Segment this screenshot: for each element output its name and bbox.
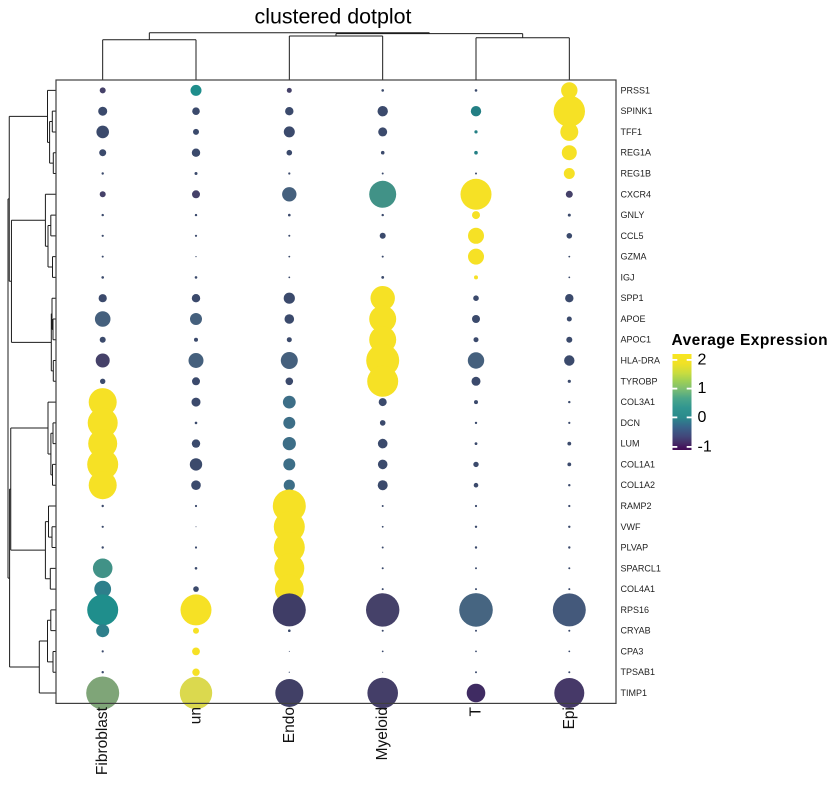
svg-text:CCL5: CCL5: [621, 231, 644, 241]
svg-text:0: 0: [698, 409, 707, 426]
svg-text:VWF: VWF: [621, 522, 641, 532]
svg-text:RAMP2: RAMP2: [621, 501, 652, 511]
svg-text:2: 2: [698, 351, 707, 368]
svg-text:CXCR4: CXCR4: [621, 189, 652, 199]
svg-text:TFF1: TFF1: [621, 127, 643, 137]
svg-text:Endo: Endo: [281, 707, 298, 743]
svg-text:SPINK1: SPINK1: [621, 106, 653, 116]
svg-text:Fibroblast: Fibroblast: [94, 706, 111, 775]
svg-text:CRYAB: CRYAB: [621, 626, 651, 636]
svg-text:COL4A1: COL4A1: [621, 584, 656, 594]
svg-text:CPA3: CPA3: [621, 646, 644, 656]
svg-text:COL1A1: COL1A1: [621, 459, 656, 469]
svg-text:T: T: [468, 706, 485, 716]
svg-text:PLVAP: PLVAP: [621, 543, 649, 553]
svg-text:GNLY: GNLY: [621, 210, 645, 220]
svg-text:-1: -1: [698, 438, 712, 455]
svg-text:COL1A2: COL1A2: [621, 480, 656, 490]
svg-text:APOC1: APOC1: [621, 335, 652, 345]
svg-text:RPS16: RPS16: [621, 605, 650, 615]
svg-text:Myeloid: Myeloid: [374, 707, 391, 760]
svg-text:Average Expression: Average Expression: [672, 332, 829, 349]
svg-text:REG1B: REG1B: [621, 169, 652, 179]
svg-text:LUM: LUM: [621, 439, 640, 449]
svg-text:PRSS1: PRSS1: [621, 85, 651, 95]
svg-text:HLA-DRA: HLA-DRA: [621, 356, 661, 366]
svg-text:SPP1: SPP1: [621, 293, 644, 303]
svg-text:TYROBP: TYROBP: [621, 376, 658, 386]
svg-text:TIMP1: TIMP1: [621, 688, 648, 698]
svg-text:Epi: Epi: [561, 707, 578, 729]
svg-text:un: un: [188, 707, 205, 724]
svg-text:COL3A1: COL3A1: [621, 397, 656, 407]
svg-text:1: 1: [698, 380, 707, 397]
svg-text:SPARCL1: SPARCL1: [621, 563, 661, 573]
svg-text:GZMA: GZMA: [621, 252, 647, 262]
svg-text:clustered dotplot: clustered dotplot: [255, 5, 412, 29]
svg-text:IGJ: IGJ: [621, 272, 635, 282]
svg-text:DCN: DCN: [621, 418, 641, 428]
svg-text:APOE: APOE: [621, 314, 646, 324]
svg-text:TPSAB1: TPSAB1: [621, 667, 656, 677]
svg-text:REG1A: REG1A: [621, 148, 652, 158]
